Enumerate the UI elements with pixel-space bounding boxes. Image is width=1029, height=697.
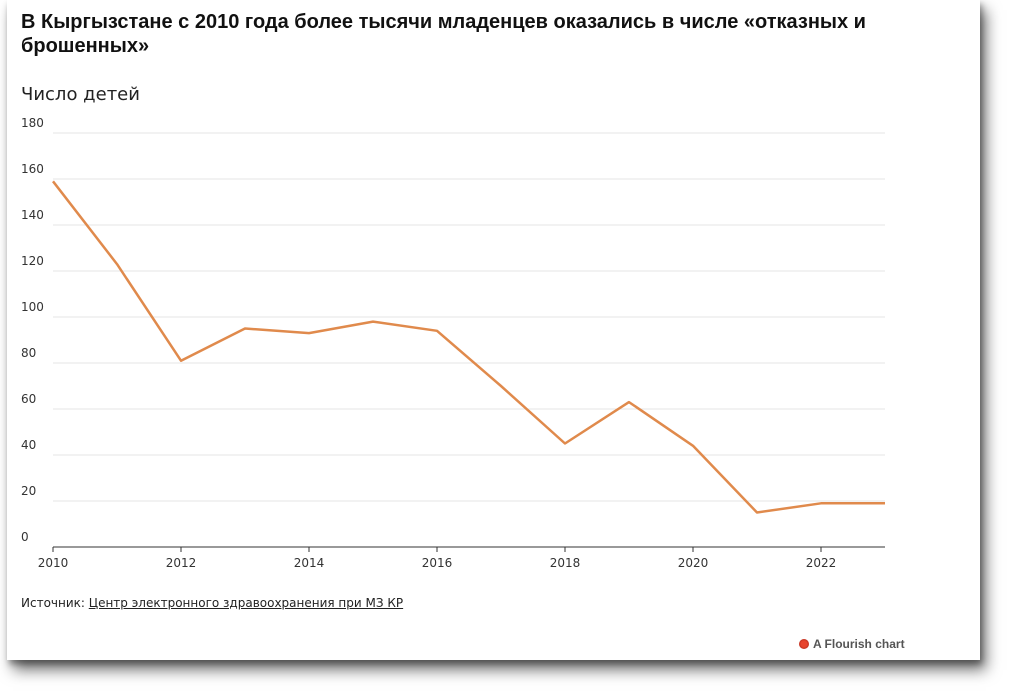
data-point-2013[interactable] [239,323,251,335]
flourish-credit-text: A Flourish chart [813,637,905,651]
x-tick-label: 2016 [422,556,453,570]
data-point-2010[interactable] [47,175,59,187]
chart-subtitle: Число детей [21,84,140,105]
flourish-credit[interactable]: A Flourish chart [799,637,905,651]
data-point-2012[interactable] [175,355,187,367]
data-point-2016[interactable] [431,325,443,337]
x-tick-label: 2022 [806,556,837,570]
data-point-2015[interactable] [367,316,379,328]
data-point-2011[interactable] [111,258,123,270]
y-tick-label: 60 [21,392,36,406]
x-tick-label: 2018 [550,556,581,570]
flourish-logo-icon [799,639,809,649]
x-tick-label: 2012 [166,556,197,570]
data-point-2023[interactable] [879,497,891,509]
chart-card: В Кыргызстане с 2010 года более тысячи м… [7,0,980,660]
data-point-2020[interactable] [687,440,699,452]
source-label: Источник: [21,596,89,610]
chart-title: В Кыргызстане с 2010 года более тысячи м… [21,11,866,57]
series-line-group [47,175,891,519]
grid-lines [53,132,885,548]
y-tick-label: 140 [21,208,44,222]
y-axis-ticks: 0 20 40 60 80 100 120 140 160 180 [21,116,44,544]
y-tick-label: 120 [21,254,44,268]
x-tick-label: 2014 [294,556,325,570]
data-point-2019[interactable] [623,396,635,408]
y-tick-label: 40 [21,438,36,452]
data-point-2018[interactable] [559,438,571,450]
data-point-2017[interactable] [495,380,507,392]
y-tick-label: 160 [21,162,44,176]
x-tick-label: 2010 [38,556,69,570]
y-tick-label: 0 [21,530,29,544]
data-point-2014[interactable] [303,327,315,339]
x-axis-ticks: 2010 2012 2014 2016 2018 2020 2022 [38,547,837,570]
source-note: Источник: Центр электронного здравоохран… [21,596,403,610]
y-tick-label: 80 [21,346,36,360]
data-point-2022[interactable] [815,497,827,509]
data-point-2021[interactable] [751,507,763,519]
series-line [52,180,885,514]
y-tick-label: 180 [21,116,44,130]
x-tick-label: 2020 [678,556,709,570]
source-link[interactable]: Центр электронного здравоохранения при М… [88,596,404,610]
y-tick-label: 100 [21,300,44,314]
y-tick-label: 20 [21,484,36,498]
